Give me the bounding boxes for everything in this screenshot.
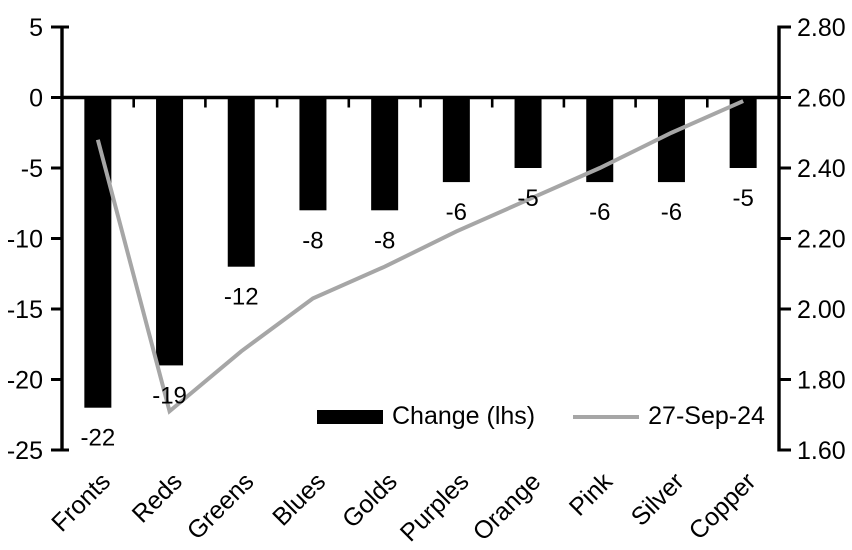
bar-data-label: -22 — [81, 425, 116, 452]
bar-data-labels: -22 -19 -12 -8 -8 -6 -5 -6 -6 -5 — [81, 185, 754, 452]
left-axis-tick-label: 0 — [29, 85, 43, 113]
category-label: Purples — [395, 467, 475, 547]
right-axis-tick-label: 2.40 — [797, 155, 846, 183]
bar — [156, 97, 184, 366]
right-axis-tick-label: 2.80 — [797, 14, 846, 42]
left-axis-tick-label: -20 — [7, 367, 43, 395]
bar-data-label: -8 — [302, 227, 323, 254]
category-label: Golds — [337, 467, 403, 533]
bar-data-label: -6 — [589, 199, 610, 226]
bar — [657, 97, 685, 183]
axis-tick-labels: 5 0 -5 -10 -15 -20 -25 2.80 2.60 2.40 2.20 2.00 1.80… — [7, 14, 846, 465]
category-label: Blues — [267, 467, 331, 531]
bar-data-label: -6 — [446, 199, 467, 226]
category-label: Fronts — [46, 467, 116, 537]
bar — [371, 97, 399, 211]
category-label: Reds — [127, 467, 188, 528]
legend-line-label: 27-Sep-24 — [648, 402, 765, 430]
legend: Change (lhs) 27-Sep-24 — [317, 402, 765, 431]
line-series-27-sep-24 — [95, 99, 744, 415]
bar — [299, 97, 327, 211]
bar-data-label: -8 — [374, 227, 395, 254]
bar — [729, 97, 757, 168]
line-path — [95, 99, 744, 415]
axis-ticks — [51, 25, 791, 452]
bar-data-label: -12 — [224, 284, 259, 311]
category-label: Silver — [626, 467, 690, 531]
bar-data-label: -5 — [732, 185, 753, 212]
bar — [227, 97, 255, 267]
left-axis-tick-label: -25 — [7, 437, 43, 465]
legend-bar-swatch-icon — [317, 409, 383, 424]
bar-data-label: -5 — [517, 185, 538, 212]
category-label: Copper — [684, 467, 762, 545]
right-axis-tick-label: 1.80 — [797, 367, 846, 395]
bar-series-change-lhs — [84, 97, 757, 408]
bar — [84, 97, 112, 408]
category-label: Greens — [182, 467, 260, 545]
bar-data-label: -6 — [661, 199, 682, 226]
left-axis-tick-label: -5 — [21, 155, 43, 183]
left-axis-tick-label: 5 — [29, 14, 43, 42]
legend-bar-label: Change (lhs) — [392, 402, 536, 430]
bar — [514, 97, 542, 168]
right-axis-tick-label: 2.20 — [797, 226, 846, 254]
left-axis-tick-label: -15 — [7, 296, 43, 324]
bar-data-label: -19 — [152, 382, 187, 409]
legend-line-swatch-icon — [573, 414, 640, 419]
left-axis-tick-label: -10 — [7, 226, 43, 254]
category-label: Pink — [564, 467, 619, 522]
right-axis-tick-label: 2.60 — [797, 85, 846, 113]
right-axis-tick-label: 2.00 — [797, 296, 846, 324]
right-axis-tick-label: 1.60 — [797, 437, 846, 465]
category-label: Orange — [468, 467, 547, 546]
bar — [442, 97, 470, 183]
